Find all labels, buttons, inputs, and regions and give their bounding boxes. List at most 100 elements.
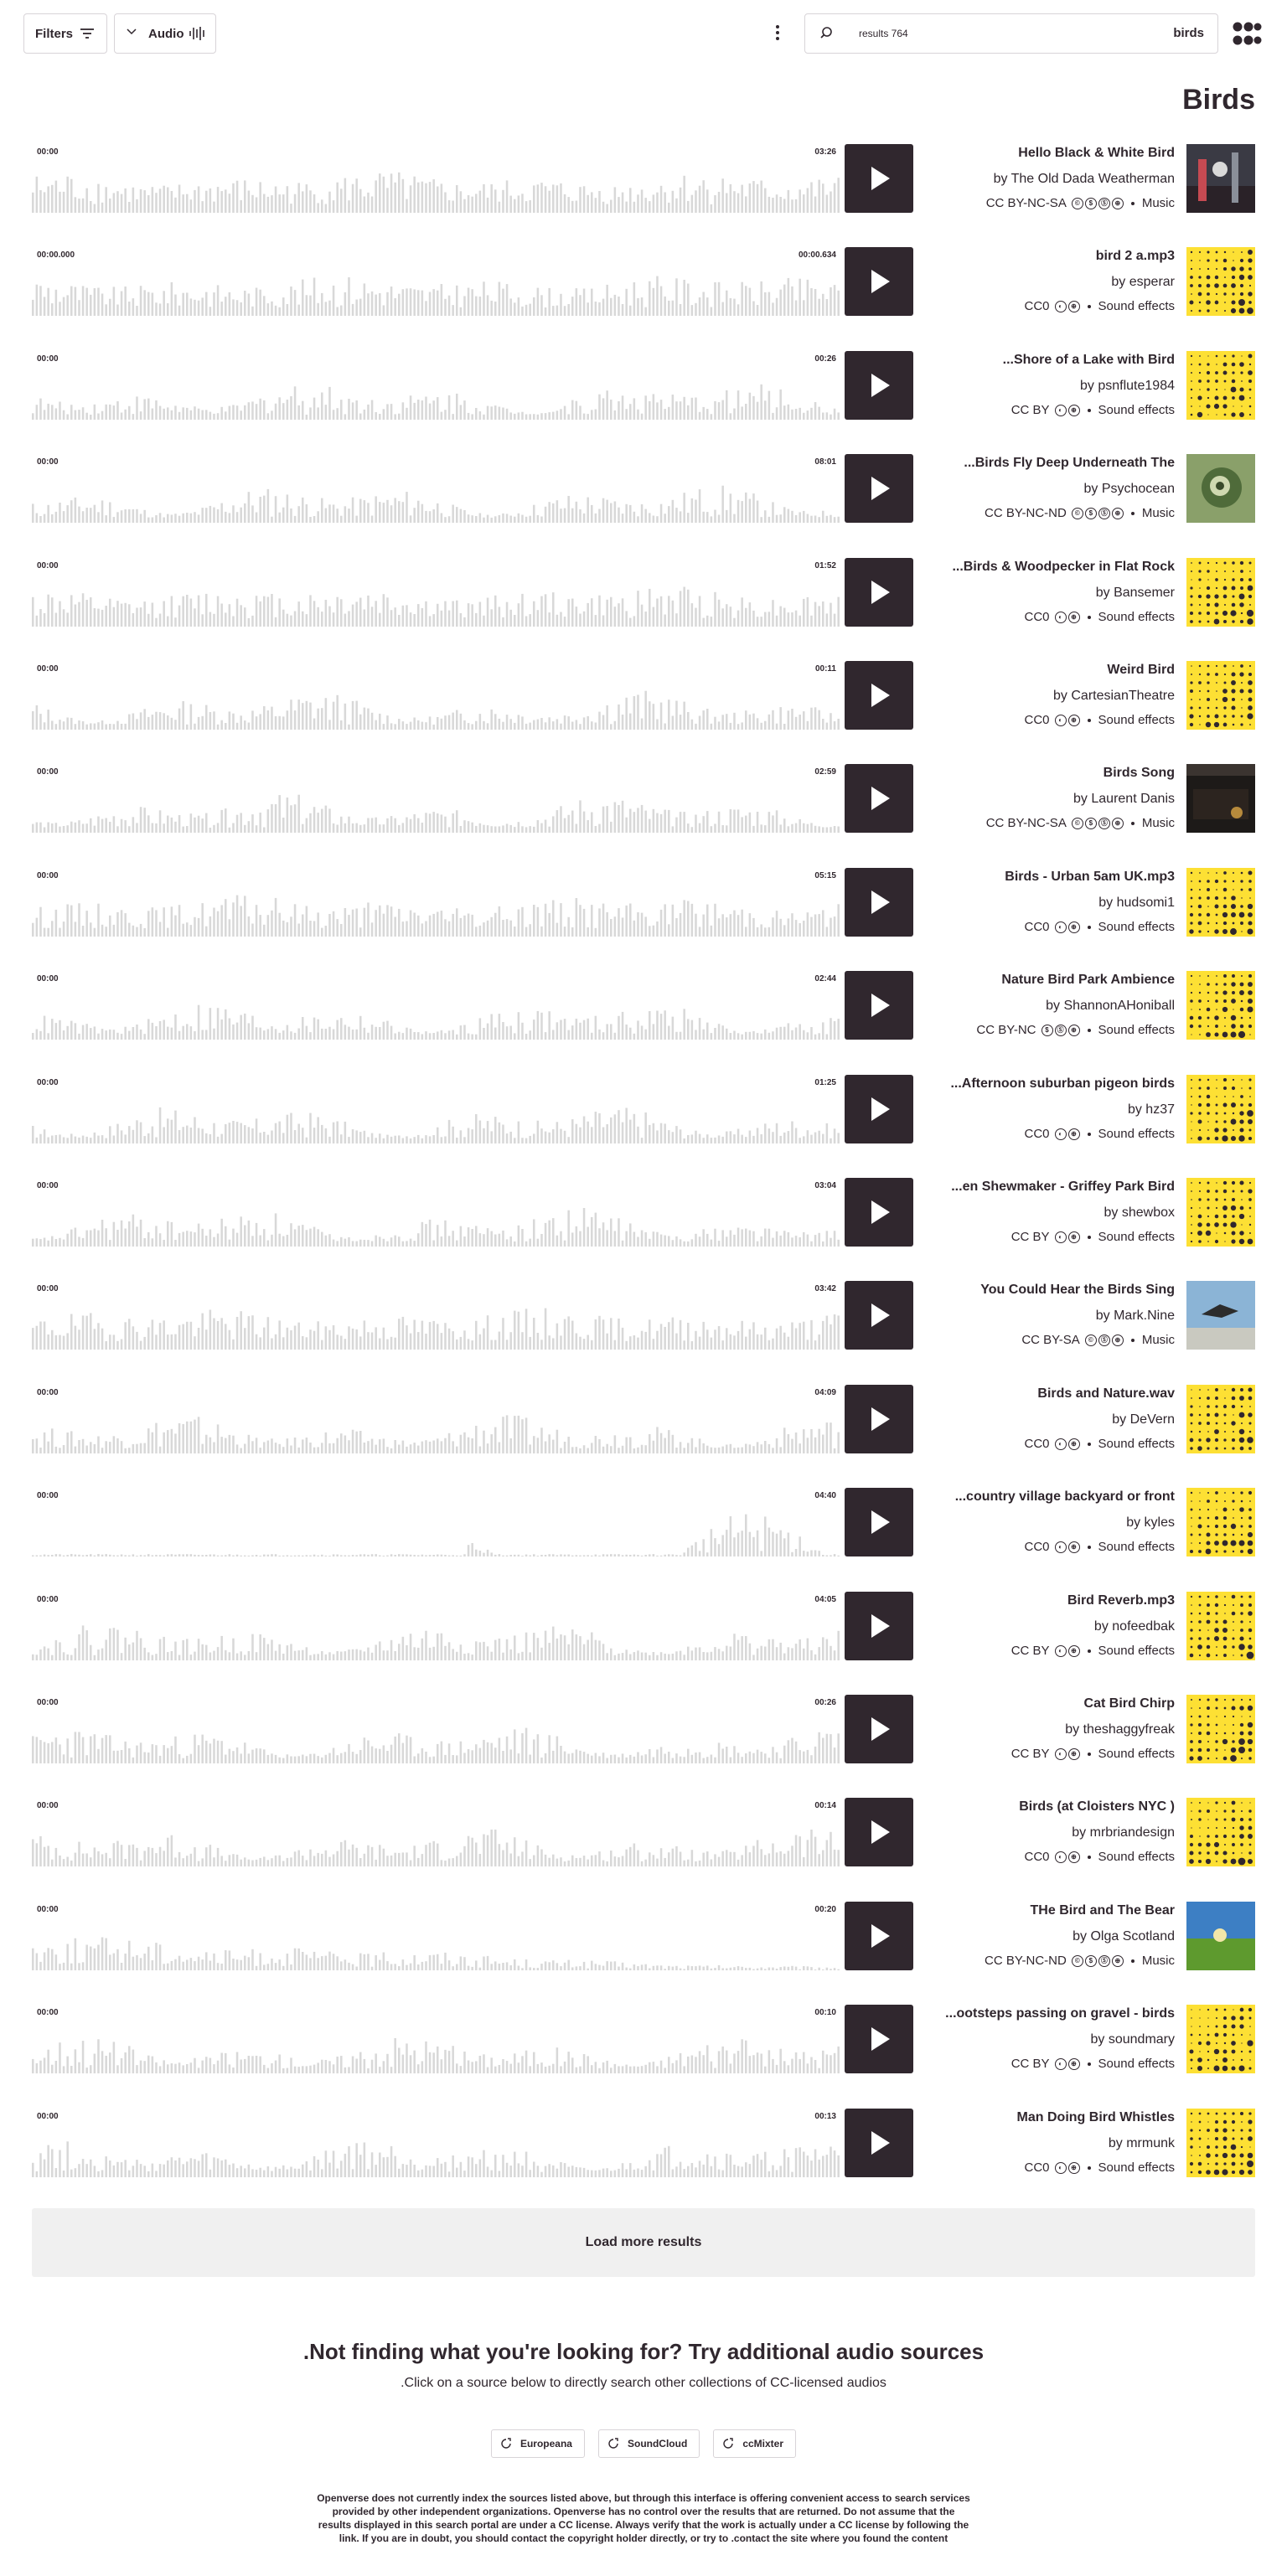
source-button-soundcloud[interactable]: SoundCloud bbox=[597, 2429, 700, 2458]
waveform-graphic[interactable] bbox=[32, 1592, 841, 1660]
license-label[interactable]: CC BY bbox=[1010, 1644, 1050, 1658]
license-label[interactable]: CC0 bbox=[1024, 713, 1050, 727]
track-thumbnail[interactable] bbox=[1186, 1281, 1255, 1350]
waveform[interactable]: 00:00 03:26 bbox=[32, 144, 841, 213]
waveform-graphic[interactable] bbox=[32, 661, 841, 730]
waveform-graphic[interactable] bbox=[32, 558, 841, 627]
license-label[interactable]: CC0 bbox=[1024, 920, 1050, 934]
track-thumbnail[interactable] bbox=[1186, 868, 1255, 937]
track-title-link[interactable]: ...ootsteps passing on gravel - birds bbox=[945, 2006, 1175, 2021]
track-title-link[interactable]: ...Afternoon suburban pigeon birds bbox=[950, 1076, 1175, 1091]
waveform[interactable]: 00:00 00:20 bbox=[32, 1902, 841, 1970]
license-label[interactable]: CC0 bbox=[1024, 1540, 1050, 1554]
play-button[interactable] bbox=[845, 247, 913, 316]
waveform-graphic[interactable] bbox=[32, 1385, 841, 1453]
track-thumbnail[interactable] bbox=[1186, 1488, 1255, 1556]
play-button[interactable] bbox=[845, 2005, 913, 2073]
search-icon[interactable] bbox=[814, 21, 839, 46]
waveform[interactable]: 00:00 00:11 bbox=[32, 661, 841, 730]
track-thumbnail[interactable] bbox=[1186, 2005, 1255, 2073]
waveform[interactable]: 00:00 00:14 bbox=[32, 1798, 841, 1866]
play-button[interactable] bbox=[845, 1178, 913, 1247]
waveform[interactable]: 00:00 00:13 bbox=[32, 2109, 841, 2177]
track-thumbnail[interactable] bbox=[1186, 1075, 1255, 1143]
license-label[interactable]: CC BY-NC-ND bbox=[985, 506, 1067, 520]
waveform-graphic[interactable] bbox=[32, 1488, 841, 1556]
track-title-link[interactable]: bird 2 a.mp3 bbox=[1095, 249, 1175, 263]
play-button[interactable] bbox=[845, 1488, 913, 1556]
track-thumbnail[interactable] bbox=[1186, 661, 1255, 730]
play-button[interactable] bbox=[845, 454, 913, 523]
waveform-graphic[interactable] bbox=[32, 764, 841, 833]
waveform-graphic[interactable] bbox=[32, 2109, 841, 2177]
search-input[interactable]: birds bbox=[1173, 26, 1204, 40]
track-title-link[interactable]: THe Bird and The Bear bbox=[1030, 1903, 1175, 1918]
waveform-graphic[interactable] bbox=[32, 2005, 841, 2073]
license-label[interactable]: CC BY bbox=[1010, 1230, 1050, 1244]
waveform-graphic[interactable] bbox=[32, 454, 841, 523]
play-button[interactable] bbox=[845, 1902, 913, 1970]
track-title-link[interactable]: Nature Bird Park Ambience bbox=[1001, 973, 1175, 987]
waveform-graphic[interactable] bbox=[32, 1178, 841, 1247]
play-button[interactable] bbox=[845, 1592, 913, 1660]
waveform[interactable]: 00:00 04:40 bbox=[32, 1488, 841, 1556]
track-thumbnail[interactable] bbox=[1186, 351, 1255, 420]
track-thumbnail[interactable] bbox=[1186, 764, 1255, 833]
waveform-graphic[interactable] bbox=[32, 247, 841, 316]
license-label[interactable]: CC0 bbox=[1024, 2160, 1050, 2175]
track-thumbnail[interactable] bbox=[1186, 971, 1255, 1040]
play-button[interactable] bbox=[845, 971, 913, 1040]
license-label[interactable]: CC0 bbox=[1024, 610, 1050, 624]
track-title-link[interactable]: Birds (at Cloisters NYC ) bbox=[1019, 1799, 1175, 1814]
license-label[interactable]: CC BY bbox=[1010, 403, 1050, 417]
license-label[interactable]: CC BY bbox=[1010, 1747, 1050, 1761]
track-thumbnail[interactable] bbox=[1186, 558, 1255, 627]
play-button[interactable] bbox=[845, 764, 913, 833]
play-button[interactable] bbox=[845, 868, 913, 937]
license-label[interactable]: CC0 bbox=[1024, 1437, 1050, 1451]
play-button[interactable] bbox=[845, 661, 913, 730]
search-bar[interactable]: results 764 birds bbox=[804, 13, 1218, 54]
waveform[interactable]: 00:00 01:25 bbox=[32, 1075, 841, 1143]
license-label[interactable]: CC BY-NC-ND bbox=[985, 1954, 1067, 1968]
track-title-link[interactable]: ...Shore of a Lake with Bird bbox=[1002, 353, 1175, 367]
license-label[interactable]: CC BY-NC bbox=[976, 1023, 1036, 1037]
track-title-link[interactable]: Birds - Urban 5am UK.mp3 bbox=[1005, 870, 1175, 884]
track-title-link[interactable]: Hello Black & White Bird bbox=[1018, 146, 1175, 160]
play-button[interactable] bbox=[845, 2109, 913, 2177]
waveform[interactable]: 00:00 03:42 bbox=[32, 1281, 841, 1350]
waveform-graphic[interactable] bbox=[32, 971, 841, 1040]
source-button-ccmixter[interactable]: ccMixter bbox=[713, 2429, 797, 2458]
more-options-icon[interactable] bbox=[768, 18, 788, 47]
waveform[interactable]: 00:00 02:44 bbox=[32, 971, 841, 1040]
play-button[interactable] bbox=[845, 1075, 913, 1143]
waveform[interactable]: 00:00 05:15 bbox=[32, 868, 841, 937]
waveform-graphic[interactable] bbox=[32, 1075, 841, 1143]
load-more-button[interactable]: Load more results bbox=[32, 2208, 1255, 2277]
track-title-link[interactable]: ...en Shewmaker - Griffey Park Bird bbox=[951, 1180, 1175, 1194]
waveform[interactable]: 00:00 08:01 bbox=[32, 454, 841, 523]
play-button[interactable] bbox=[845, 1281, 913, 1350]
track-title-link[interactable]: ...country village backyard or front bbox=[954, 1489, 1175, 1504]
waveform-graphic[interactable] bbox=[32, 351, 841, 420]
track-thumbnail[interactable] bbox=[1186, 144, 1255, 213]
source-button-europeana[interactable]: Europeana bbox=[490, 2429, 585, 2458]
openverse-logo-icon[interactable] bbox=[1232, 18, 1262, 49]
waveform[interactable]: 00:00 00:10 bbox=[32, 2005, 841, 2073]
waveform[interactable]: 00:00.000 00:00.634 bbox=[32, 247, 841, 316]
waveform[interactable]: 00:00 00:26 bbox=[32, 351, 841, 420]
track-thumbnail[interactable] bbox=[1186, 247, 1255, 316]
waveform-graphic[interactable] bbox=[32, 144, 841, 213]
license-label[interactable]: CC0 bbox=[1024, 1850, 1050, 1864]
license-label[interactable]: CC BY bbox=[1010, 2057, 1050, 2071]
track-title-link[interactable]: You Could Hear the Birds Sing bbox=[980, 1283, 1175, 1297]
play-button[interactable] bbox=[845, 351, 913, 420]
play-button[interactable] bbox=[845, 1798, 913, 1866]
track-title-link[interactable]: Man Doing Bird Whistles bbox=[1016, 2110, 1175, 2124]
waveform[interactable]: 00:00 03:04 bbox=[32, 1178, 841, 1247]
track-title-link[interactable]: Weird Bird bbox=[1107, 663, 1175, 677]
waveform-graphic[interactable] bbox=[32, 1695, 841, 1763]
track-title-link[interactable]: Cat Bird Chirp bbox=[1083, 1696, 1175, 1711]
waveform[interactable]: 00:00 04:09 bbox=[32, 1385, 841, 1453]
media-type-button[interactable]: Audio bbox=[114, 13, 216, 54]
